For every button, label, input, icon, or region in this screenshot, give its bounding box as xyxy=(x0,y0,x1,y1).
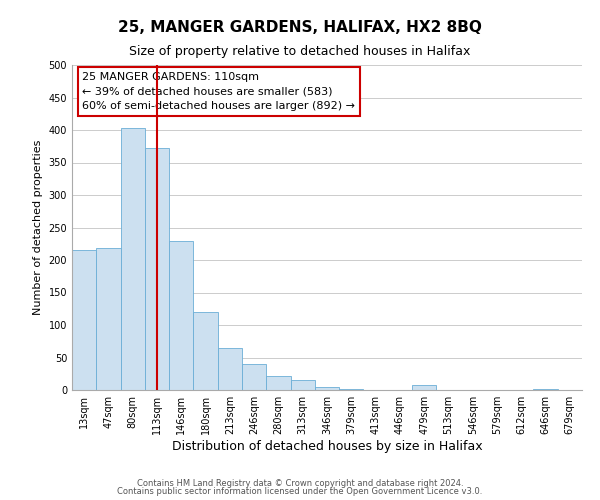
Bar xyxy=(96,248,121,390)
Bar xyxy=(290,380,315,390)
Bar xyxy=(315,387,339,390)
Text: 25 MANGER GARDENS: 110sqm
← 39% of detached houses are smaller (583)
60% of semi: 25 MANGER GARDENS: 110sqm ← 39% of detac… xyxy=(82,72,355,111)
Text: 25, MANGER GARDENS, HALIFAX, HX2 8BQ: 25, MANGER GARDENS, HALIFAX, HX2 8BQ xyxy=(118,20,482,35)
Text: Contains HM Land Registry data © Crown copyright and database right 2024.: Contains HM Land Registry data © Crown c… xyxy=(137,478,463,488)
Bar xyxy=(121,128,145,390)
X-axis label: Distribution of detached houses by size in Halifax: Distribution of detached houses by size … xyxy=(172,440,482,453)
Bar xyxy=(145,148,169,390)
Bar xyxy=(218,348,242,390)
Bar xyxy=(412,385,436,390)
Text: Contains public sector information licensed under the Open Government Licence v3: Contains public sector information licen… xyxy=(118,487,482,496)
Bar xyxy=(72,250,96,390)
Bar xyxy=(169,240,193,390)
Text: Size of property relative to detached houses in Halifax: Size of property relative to detached ho… xyxy=(130,45,470,58)
Bar xyxy=(533,388,558,390)
Bar xyxy=(193,312,218,390)
Y-axis label: Number of detached properties: Number of detached properties xyxy=(33,140,43,315)
Bar xyxy=(339,388,364,390)
Bar xyxy=(242,364,266,390)
Bar xyxy=(266,376,290,390)
